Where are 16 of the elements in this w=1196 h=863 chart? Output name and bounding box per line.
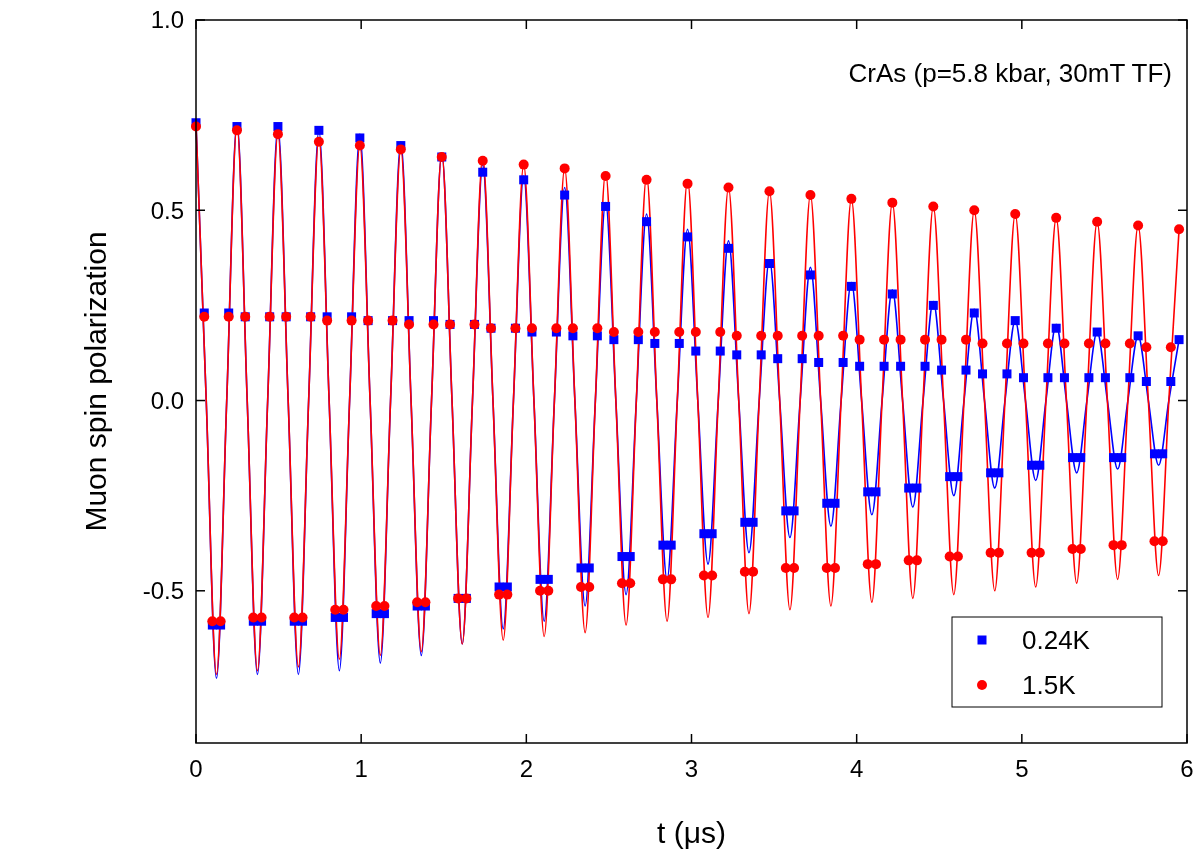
x-tick-label: 0 [189, 755, 203, 782]
x-tick-label: 2 [519, 755, 534, 782]
x-tick-label: 4 [849, 755, 864, 782]
x-tick-label: 1 [354, 755, 368, 782]
x-tick-label: 5 [1015, 755, 1029, 782]
y-tick-label: -0.5 [142, 577, 184, 605]
y-tick-label: 1.0 [150, 6, 184, 34]
x-tick-label: 3 [684, 755, 699, 782]
y-tick-label: 0.0 [150, 386, 184, 414]
annotation: CrAs (p=5.8 kbar, 30mT TF) [848, 58, 1172, 88]
x-tick-label: 6 [1180, 755, 1194, 782]
legend-label: 0.24K [1022, 625, 1091, 656]
legend-label: 1.5K [1022, 670, 1077, 701]
y-axis-title: Muon spin polarization [79, 231, 112, 532]
y-tick-label: 0.5 [150, 196, 184, 224]
x-axis-title: t (μs) [657, 816, 726, 849]
